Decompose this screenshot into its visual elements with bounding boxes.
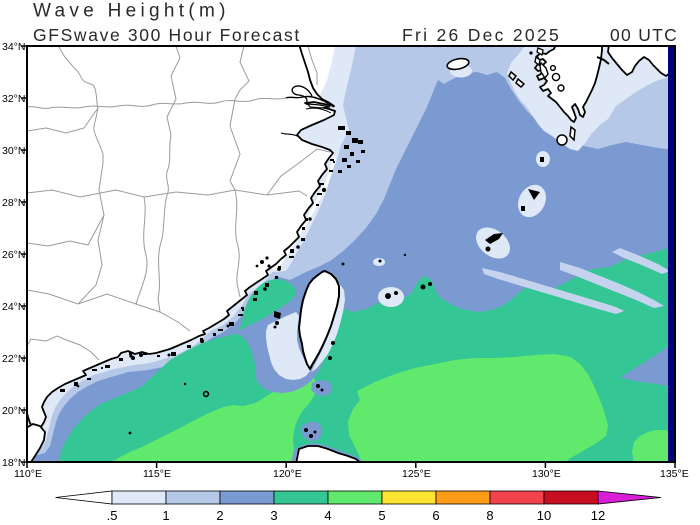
svg-text:28°N: 28°N xyxy=(2,197,25,209)
svg-text:34°N: 34°N xyxy=(2,41,25,53)
svg-text:Fri 26 Dec 2025: Fri 26 Dec 2025 xyxy=(402,25,561,45)
svg-text:26°N: 26°N xyxy=(2,249,25,261)
svg-text:110°E: 110°E xyxy=(14,468,42,480)
svg-text:4: 4 xyxy=(324,508,331,523)
svg-text:6: 6 xyxy=(432,508,439,523)
svg-text:GFSwave 300 Hour Forecast: GFSwave 300 Hour Forecast xyxy=(33,25,301,45)
svg-text:125°E: 125°E xyxy=(402,468,431,480)
svg-text:115°E: 115°E xyxy=(143,468,171,480)
svg-text:22°N: 22°N xyxy=(2,353,25,365)
svg-text:.5: .5 xyxy=(107,508,118,523)
svg-text:32°N: 32°N xyxy=(2,93,25,105)
svg-text:18°N: 18°N xyxy=(2,457,25,469)
svg-text:12: 12 xyxy=(591,508,605,523)
svg-text:120°E: 120°E xyxy=(273,468,302,480)
svg-text:Wave Height(m): Wave Height(m) xyxy=(33,1,230,22)
svg-text:30°N: 30°N xyxy=(2,145,25,157)
svg-text:8: 8 xyxy=(486,508,493,523)
svg-text:1: 1 xyxy=(162,508,169,523)
svg-text:20°N: 20°N xyxy=(2,405,25,417)
svg-text:2: 2 xyxy=(216,508,223,523)
svg-text:5: 5 xyxy=(378,508,385,523)
svg-text:135°E: 135°E xyxy=(660,468,689,480)
svg-text:130°E: 130°E xyxy=(532,468,561,480)
svg-text:3: 3 xyxy=(270,508,277,523)
svg-text:24°N: 24°N xyxy=(2,301,25,313)
svg-text:10: 10 xyxy=(537,508,551,523)
svg-text:00 UTC: 00 UTC xyxy=(610,25,678,45)
